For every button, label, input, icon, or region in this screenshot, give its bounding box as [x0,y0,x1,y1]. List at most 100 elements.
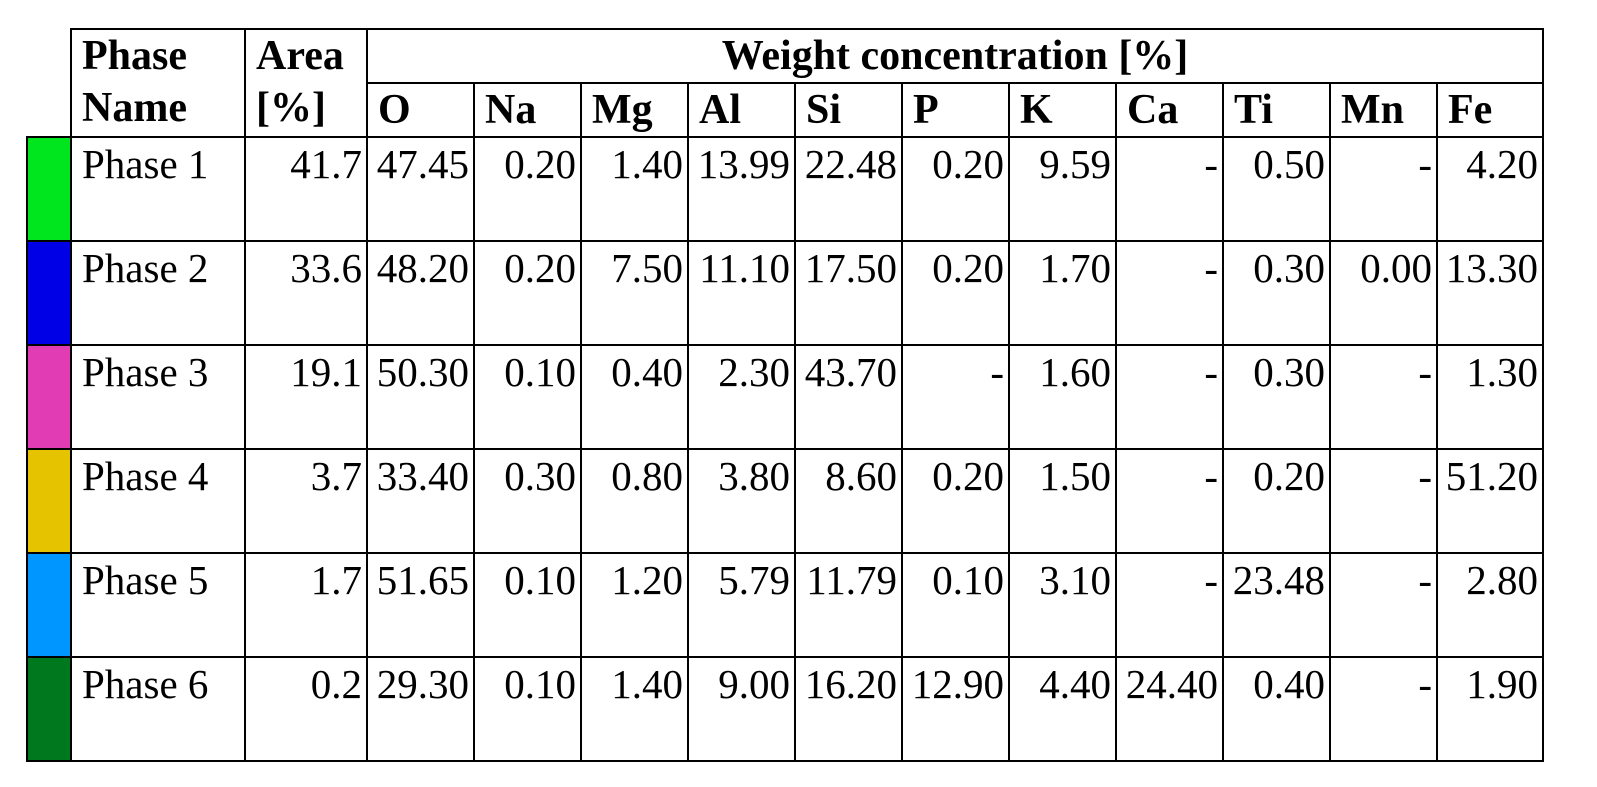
concentration-cell-mg: 0.80 [580,448,689,554]
concentration-cell-k: 4.40 [1008,656,1117,762]
concentration-cell-ca: - [1115,136,1224,242]
concentration-cell-ti: 0.40 [1222,656,1331,762]
table-row: Phase 3 19.1 50.30 0.10 0.40 2.30 43.70-1.60-0… [26,344,1544,450]
phase-name-cell: Phase 1 [70,136,246,242]
concentration-cell-fe: 13.30 [1436,240,1544,346]
color-key-header-spacer [27,29,71,83]
concentration-cell-ca: - [1115,552,1224,658]
concentration-cell-fe: 4.20 [1436,136,1544,242]
table-row: Phase 6 0.2 29.30 0.10 1.40 9.00 16.20 12.90 4.4… [26,656,1544,762]
concentration-cell-k: 1.50 [1008,448,1117,554]
concentration-cell-o: 47.45 [366,136,475,242]
area-cell: 0.2 [244,656,368,762]
phase-name-cell: Phase 3 [70,344,246,450]
concentration-cell-p: 0.20 [901,136,1010,242]
concentration-cell-fe: 2.80 [1436,552,1544,658]
concentration-cell-fe: 51.20 [1436,448,1544,554]
area-cell: 33.6 [244,240,368,346]
concentration-cell-al: 2.30 [687,344,796,450]
concentration-cell-ti: 0.30 [1222,344,1331,450]
element-header-al: Al [687,82,796,138]
concentration-cell-na: 0.30 [473,448,582,554]
concentration-cell-ca: - [1115,240,1224,346]
table-row: Phase 4 3.7 33.40 0.30 0.80 3.80 8.60 0.20 1.50-… [26,448,1544,554]
concentration-cell-mg: 1.20 [580,552,689,658]
concentration-cell-al: 3.80 [687,448,796,554]
concentration-cell-si: 17.50 [794,240,903,346]
weight-concentration-header: Weight concentration [%] [366,28,1544,84]
concentration-cell-mn: - [1329,344,1438,450]
concentration-cell-mn: - [1329,136,1438,242]
concentration-cell-ca: 24.40 [1115,656,1224,762]
concentration-cell-o: 50.30 [366,344,475,450]
concentration-cell-o: 48.20 [366,240,475,346]
concentration-cell-mn: - [1329,656,1438,762]
concentration-cell-si: 16.20 [794,656,903,762]
phase-color-swatch [26,344,72,450]
concentration-cell-k: 9.59 [1008,136,1117,242]
area-cell: 41.7 [244,136,368,242]
concentration-cell-o: 51.65 [366,552,475,658]
concentration-cell-si: 11.79 [794,552,903,658]
concentration-cell-ca: - [1115,344,1224,450]
phase-color-swatch [26,656,72,762]
element-header-na: Na [473,82,582,138]
concentration-cell-k: 1.70 [1008,240,1117,346]
concentration-cell-fe: 1.90 [1436,656,1544,762]
area-cell: 1.7 [244,552,368,658]
concentration-cell-na: 0.10 [473,344,582,450]
element-header-mg: Mg [580,82,689,138]
concentration-cell-na: 0.20 [473,136,582,242]
concentration-cell-ca: - [1115,448,1224,554]
concentration-cell-mn: 0.00 [1329,240,1438,346]
concentration-cell-mg: 7.50 [580,240,689,346]
concentration-cell-mg: 1.40 [580,656,689,762]
concentration-cell-mg: 0.40 [580,344,689,450]
phase-composition-table: Phase Name Area [%] Weight concentration… [26,28,1544,762]
concentration-cell-si: 43.70 [794,344,903,450]
element-header-ca: Ca [1115,82,1224,138]
concentration-cell-na: 0.10 [473,656,582,762]
concentration-cell-k: 1.60 [1008,344,1117,450]
element-header-mn: Mn [1329,82,1438,138]
phase-color-swatch [26,552,72,658]
concentration-cell-al: 13.99 [687,136,796,242]
concentration-cell-al: 5.79 [687,552,796,658]
concentration-cell-p: 0.10 [901,552,1010,658]
table-row: Phase 2 33.6 48.20 0.20 7.50 11.10 17.50 0.20 1.… [26,240,1544,346]
concentration-cell-p: - [901,344,1010,450]
concentration-cell-si: 22.48 [794,136,903,242]
concentration-cell-mn: - [1329,552,1438,658]
concentration-cell-fe: 1.30 [1436,344,1544,450]
element-header-p: P [901,82,1010,138]
concentration-cell-p: 12.90 [901,656,1010,762]
phase-color-swatch [26,136,72,242]
phase-name-cell: Phase 5 [70,552,246,658]
concentration-cell-p: 0.20 [901,240,1010,346]
color-key-header-spacer [27,83,71,137]
concentration-cell-k: 3.10 [1008,552,1117,658]
concentration-cell-ti: 0.20 [1222,448,1331,554]
concentration-cell-na: 0.20 [473,240,582,346]
concentration-cell-ti: 0.50 [1222,136,1331,242]
phase-color-swatch [26,240,72,346]
concentration-cell-na: 0.10 [473,552,582,658]
area-cell: 3.7 [244,448,368,554]
concentration-cell-mn: - [1329,448,1438,554]
table-row: Phase 5 1.7 51.65 0.10 1.20 5.79 11.79 0.10 3.10… [26,552,1544,658]
area-header: Area [%] [244,28,368,138]
element-header-si: Si [794,82,903,138]
phase-name-cell: Phase 6 [70,656,246,762]
concentration-cell-al: 11.10 [687,240,796,346]
element-header-o: O [366,82,475,138]
element-header-ti: Ti [1222,82,1331,138]
element-header-k: K [1008,82,1117,138]
table-row: Phase 1 41.7 47.45 0.20 1.40 13.99 22.48 0.20 9.… [26,136,1544,242]
phase-name-cell: Phase 4 [70,448,246,554]
phase-name-cell: Phase 2 [70,240,246,346]
concentration-cell-mg: 1.40 [580,136,689,242]
area-cell: 19.1 [244,344,368,450]
concentration-cell-ti: 0.30 [1222,240,1331,346]
element-header-fe: Fe [1436,82,1544,138]
phase-name-header: Phase Name [70,28,246,138]
